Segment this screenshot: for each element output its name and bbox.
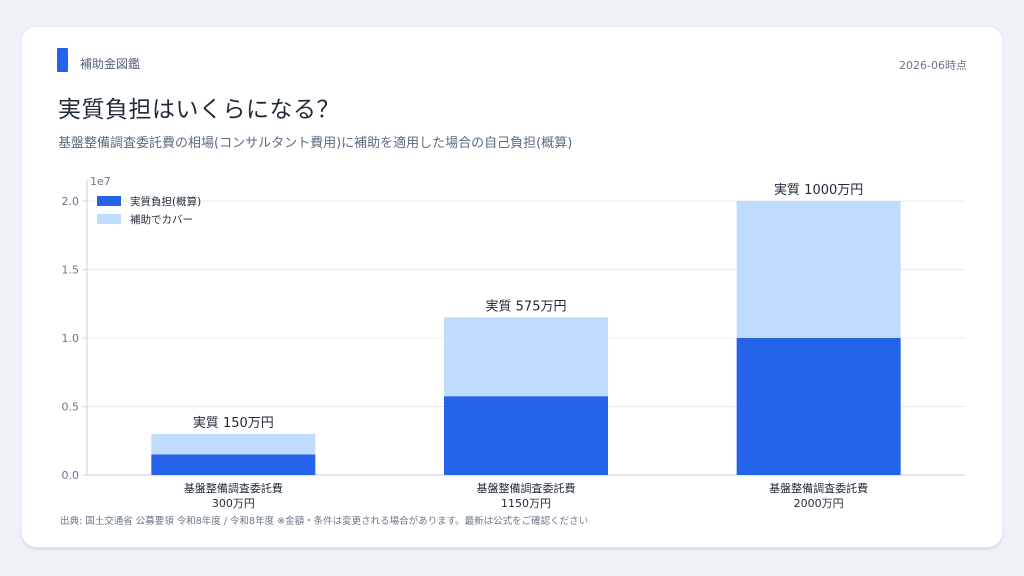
y-tick-label: 0.5 bbox=[62, 400, 80, 413]
bar-data-label: 実質 575万円 bbox=[486, 298, 567, 314]
y-tick-label: 1.5 bbox=[62, 263, 80, 276]
as-of-date: 2026-06時点 bbox=[899, 59, 967, 72]
bar-self-pay bbox=[736, 337, 901, 475]
bar-subsidy bbox=[444, 317, 608, 397]
page-subtitle: 基盤整備調査委託費の相場(コンサルタント費用)に補助を適用した場合の自己負担(概… bbox=[58, 136, 573, 151]
bar-data-label: 実質 150万円 bbox=[193, 415, 274, 431]
y-tick-label: 1.0 bbox=[62, 332, 80, 345]
x-tick-label: 2000万円 bbox=[794, 497, 844, 510]
x-tick-label: 基盤整備調査委託費 bbox=[769, 481, 868, 495]
legend-swatch-subsidy bbox=[97, 214, 121, 224]
x-tick-label: 300万円 bbox=[212, 497, 255, 510]
legend-label-self-pay: 実質負担(概算) bbox=[130, 195, 201, 208]
x-tick-label: 基盤整備調査委託費 bbox=[477, 481, 576, 495]
brand-label: 補助金図鑑 bbox=[80, 57, 141, 71]
bar-subsidy bbox=[151, 433, 316, 455]
accent-bar bbox=[57, 48, 68, 72]
bar-subsidy bbox=[736, 200, 901, 338]
legend-label-subsidy: 補助でカバー bbox=[130, 213, 193, 226]
x-tick-label: 1150万円 bbox=[501, 497, 551, 510]
bar-self-pay bbox=[444, 396, 608, 475]
page-title: 実質負担はいくらになる？ bbox=[58, 97, 340, 123]
bar-self-pay bbox=[151, 454, 316, 475]
bar-data-label: 実質 1000万円 bbox=[774, 182, 863, 198]
y-tick-label: 2.0 bbox=[62, 195, 80, 208]
y-offset-label: 1e7 bbox=[90, 175, 111, 188]
source-note: 出典: 国土交通省 公募要領 令和8年度 / 令和8年度 ※金額・条件は変更され… bbox=[60, 516, 589, 527]
x-tick-label: 基盤整備調査委託費 bbox=[184, 481, 283, 495]
legend-swatch-self-pay bbox=[97, 196, 121, 206]
y-tick-label: 0.0 bbox=[62, 469, 80, 482]
